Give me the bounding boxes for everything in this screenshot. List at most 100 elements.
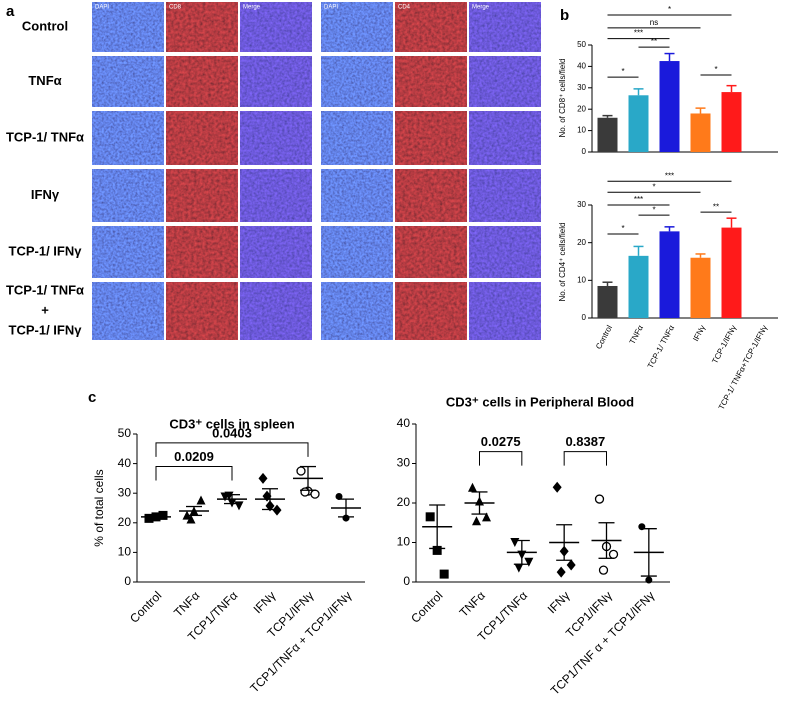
point	[598, 565, 609, 575]
y-tick-label: 30	[577, 200, 586, 209]
bracket-label: ns	[650, 18, 658, 27]
micrograph	[166, 282, 238, 340]
row-label: TCP-1/ TNFα	[6, 129, 84, 144]
sem-bar	[556, 524, 573, 561]
point	[258, 472, 268, 484]
point	[425, 512, 435, 522]
error-bar	[633, 88, 644, 96]
micrograph	[240, 169, 312, 222]
sem-bar	[640, 528, 657, 577]
micrograph	[321, 226, 393, 278]
y-tick-label: 40	[397, 416, 411, 430]
micrograph	[469, 169, 541, 222]
point	[566, 559, 576, 571]
row-label: IFNγ	[31, 187, 60, 202]
micrograph	[321, 2, 393, 52]
error-bar	[664, 226, 675, 232]
bar	[659, 61, 680, 152]
micrograph	[92, 2, 164, 52]
y-tick-label: 40	[118, 456, 132, 470]
error-bar	[602, 281, 613, 286]
bar	[659, 231, 680, 318]
micrograph	[395, 56, 467, 107]
x-tick-label: Control	[127, 588, 164, 625]
y-tick-label: 20	[577, 104, 586, 113]
micrograph	[321, 111, 393, 165]
micrograph	[92, 226, 164, 278]
point	[594, 494, 605, 504]
micrograph	[469, 111, 541, 165]
micrograph	[240, 226, 312, 278]
bar	[628, 255, 649, 318]
point	[234, 501, 244, 511]
row-label: TCP-1/ TNFα	[6, 282, 84, 297]
point	[296, 466, 306, 476]
sem-bar	[300, 465, 316, 491]
panel-label: a	[6, 3, 15, 20]
bar	[597, 117, 618, 152]
micrograph	[395, 2, 467, 52]
column-label: Merge	[472, 5, 490, 11]
point	[186, 514, 196, 524]
micrograph	[395, 169, 467, 222]
micrograph	[395, 282, 467, 340]
y-tick-label: 0	[403, 574, 410, 588]
point	[510, 538, 520, 547]
sem-bar	[148, 514, 164, 520]
micrograph	[240, 56, 312, 107]
y-tick-label: 10	[118, 545, 132, 559]
micrograph	[166, 2, 238, 52]
micrograph	[166, 169, 238, 222]
error-bar	[602, 114, 613, 118]
bar	[597, 285, 618, 318]
bracket-label: 0.8387	[565, 434, 605, 449]
column-label: CD8	[169, 5, 182, 11]
point	[524, 557, 534, 567]
point	[432, 545, 442, 555]
error-bar	[633, 245, 644, 256]
row-label: TNFα	[28, 73, 61, 88]
y-axis-label: % of total cells	[92, 469, 106, 546]
micrograph	[321, 282, 393, 340]
bracket-label: 0.0209	[174, 449, 214, 464]
point	[514, 563, 524, 573]
bracket-label: ***	[634, 195, 643, 204]
row-label: TCP-1/ IFNγ	[9, 322, 83, 337]
point	[310, 489, 320, 499]
error-bar	[695, 107, 706, 114]
error-bar	[726, 84, 737, 93]
micrograph	[469, 56, 541, 107]
y-tick-label: 30	[577, 83, 586, 92]
x-tick-label: Control	[408, 588, 445, 625]
micrograph	[240, 2, 312, 52]
row-label: TCP-1/ IFNγ	[9, 243, 83, 258]
error-bar	[726, 217, 737, 228]
y-tick-label: 0	[582, 147, 587, 156]
micrograph	[166, 111, 238, 165]
column-label: Merge	[243, 5, 261, 11]
point	[472, 516, 481, 526]
sem-bar	[598, 522, 615, 559]
micrograph	[166, 226, 238, 278]
point	[335, 492, 343, 500]
point	[196, 495, 206, 505]
sem-bar	[224, 494, 240, 505]
row-label: +	[41, 302, 49, 317]
x-tick-label: IFNγ	[691, 324, 707, 343]
micrograph	[469, 226, 541, 278]
bracket-label: **	[651, 37, 657, 46]
micrograph	[92, 169, 164, 222]
micrograph	[395, 111, 467, 165]
y-tick-label: 20	[577, 238, 586, 247]
bar	[690, 113, 711, 152]
bracket	[155, 466, 233, 481]
column-label: CD4	[398, 5, 411, 11]
y-tick-label: 10	[397, 535, 411, 549]
micrograph	[92, 56, 164, 107]
micrograph	[240, 111, 312, 165]
bracket-label: *	[714, 65, 717, 74]
y-tick-label: 50	[577, 40, 586, 49]
x-tick-label: TNFα	[171, 588, 202, 619]
point	[556, 566, 566, 578]
